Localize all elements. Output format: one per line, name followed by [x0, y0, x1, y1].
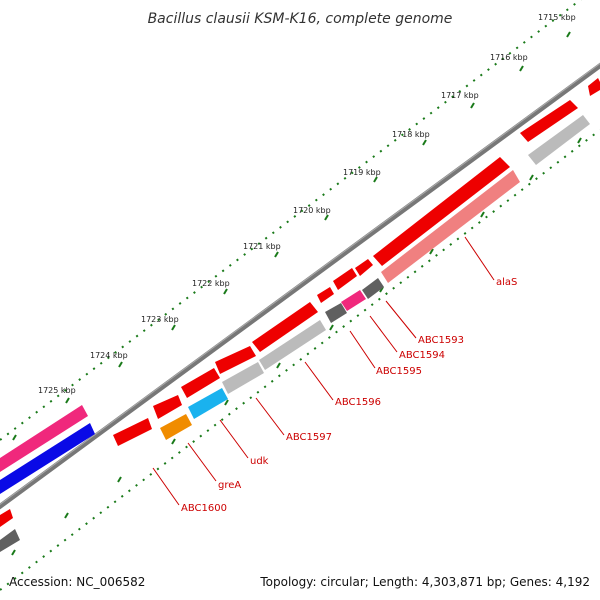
gene-cds[interactable] [341, 290, 366, 311]
gene-label-abc1596[interactable]: ABC1596 [335, 397, 381, 408]
gene-cds[interactable] [362, 278, 384, 299]
outer-ruler [0, 0, 582, 441]
inner-major-ticks [11, 137, 582, 556]
kbp-labels: 1715 kbp 1716 kbp 1717 kbp 1718 kbp 1719… [38, 13, 576, 395]
kbp-label: 1724 kbp [90, 351, 128, 360]
gene-cds-alaS[interactable] [381, 170, 520, 283]
gene-cds[interactable] [252, 302, 318, 352]
gene-label-udk[interactable]: udk [250, 456, 269, 467]
kbp-label: 1717 kbp [441, 91, 479, 100]
gene-cds[interactable] [160, 414, 192, 440]
gene-cds[interactable] [325, 303, 347, 323]
kbp-label: 1719 kbp [343, 168, 381, 177]
gene-label-abc1600[interactable]: ABC1600 [181, 503, 227, 514]
outer-major-ticks [12, 31, 571, 441]
gene-cds[interactable] [113, 418, 152, 446]
genome-summary-text: Topology: circular; Length: 4,303,871 bp… [259, 575, 590, 589]
kbp-label: 1723 kbp [141, 315, 179, 324]
gene-cds[interactable] [333, 268, 357, 290]
gene-cds-alaS[interactable] [373, 157, 510, 266]
kbp-label: 1716 kbp [490, 53, 528, 62]
accession-text: Accession: NC_006582 [9, 575, 145, 589]
gene-label-abc1593[interactable]: ABC1593 [418, 335, 464, 346]
gene-cds[interactable] [0, 423, 95, 494]
gene-label-abc1594[interactable]: ABC1594 [399, 350, 445, 361]
inner-ruler [0, 129, 600, 591]
kbp-label: 1725 kbp [38, 386, 76, 395]
gene-cds[interactable] [222, 362, 264, 394]
gene-cds[interactable] [181, 368, 220, 398]
gene-cds[interactable] [188, 388, 228, 419]
gene-cds[interactable] [0, 405, 88, 472]
gene-cds[interactable] [215, 346, 256, 374]
genome-backbone [0, 62, 600, 510]
gene-cds[interactable] [520, 100, 578, 142]
gene-cds[interactable] [153, 395, 182, 419]
kbp-label: 1722 kbp [192, 279, 230, 288]
gene-cds[interactable] [0, 509, 13, 527]
kbp-label: 1715 kbp [538, 13, 576, 22]
gene-label-alaS[interactable]: alaS [496, 277, 517, 288]
gene-cds[interactable] [259, 320, 326, 370]
gene-cds[interactable] [0, 529, 20, 552]
gene-cds[interactable] [317, 287, 334, 303]
label-leaders [152, 236, 495, 506]
kbp-label: 1718 kbp [392, 130, 430, 139]
reverse-genes [0, 115, 590, 552]
gene-label-abc1597[interactable]: ABC1597 [286, 432, 332, 443]
kbp-label: 1721 kbp [243, 242, 281, 251]
kbp-label: 1720 kbp [293, 206, 331, 215]
gene-labels: alaS ABC1593 ABC1594 ABC1595 ABC1596 ABC… [181, 277, 517, 514]
map-title: Bacillus clausii KSM-K16, complete genom… [148, 11, 453, 27]
gene-cds[interactable] [355, 259, 373, 276]
forward-genes [0, 78, 600, 527]
gene-cds[interactable] [588, 78, 600, 96]
gene-label-abc1595[interactable]: ABC1595 [376, 366, 422, 377]
gene-cds[interactable] [528, 115, 590, 165]
gene-label-grea[interactable]: greA [218, 480, 241, 491]
